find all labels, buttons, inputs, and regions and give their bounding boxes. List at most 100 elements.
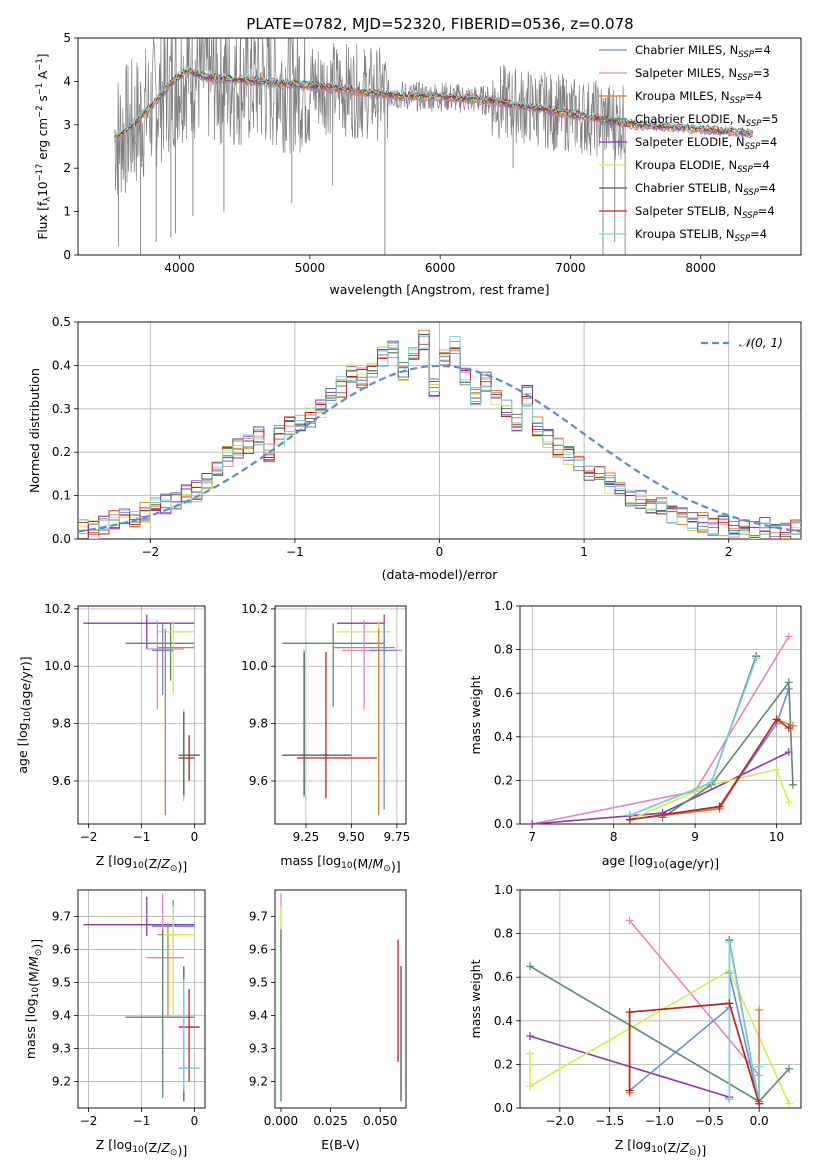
y-label-span: ]: [36, 54, 50, 59]
y-tick-label: 9.4: [249, 1009, 268, 1023]
panel-age-vs-mass: 9.25 9.50 9.75 9.6 9.8 10.0 10.2 mass [log10(M/…: [241, 602, 410, 874]
y-tick-label: 0.3: [52, 402, 71, 416]
label-span: mass [: [23, 1017, 38, 1059]
model-spectrum-line: [114, 66, 754, 137]
label-sub: ⊙: [170, 864, 178, 874]
y-tick-label: 0.2: [494, 1057, 513, 1071]
label-sub: 10: [341, 861, 353, 871]
mass-weight-marker: [528, 820, 537, 828]
x-tick-label: 9: [691, 830, 699, 844]
y-label-span: −17: [35, 164, 45, 182]
mass-weight-marker: [772, 765, 781, 774]
legend-span: Kroupa ELODIE, N: [635, 158, 737, 172]
legend-span: =4: [753, 158, 770, 172]
y-tick-label: 9.4: [52, 1009, 71, 1023]
legend-span: Kroupa STELIB, N: [635, 227, 735, 241]
x-tick-label: 0.0: [750, 1114, 769, 1128]
label-sub: ⊙: [170, 1148, 178, 1158]
legend-sub: SSP: [746, 119, 762, 129]
legend-entry: Salpeter ELODIE, NSSP=4: [635, 135, 777, 152]
panel-spectrum: 4000 5000 6000 7000 8000 0 1 2 3 4 5 Chabrier MILES…: [35, 31, 802, 297]
legend-entry: Kroupa MILES, NSSP=4: [635, 89, 762, 106]
label-span: log: [632, 1137, 651, 1152]
label-span: log: [23, 998, 38, 1017]
label-span: Z: [160, 856, 170, 871]
y-tick-label: 9.5: [52, 975, 71, 989]
label-sub: ⊙: [34, 949, 44, 957]
x-tick-label: −2: [80, 830, 98, 844]
y-tick-label: 9.6: [52, 942, 71, 956]
y-axis-label: Flux [fλ10−17 erg cm−2 s−1 A−1]: [35, 54, 53, 240]
x-tick-label: −1.5: [595, 1114, 624, 1128]
y-tick-label: 0.8: [494, 643, 513, 657]
mass-weight-marker: [755, 1062, 764, 1071]
panel-mass-vs-EBV: 0.000 0.025 0.050 9.2 9.3 9.4 9.5 9.6 9.7 E(B-V): [249, 889, 407, 1152]
y-tick-label: 0.4: [494, 730, 513, 744]
legend-span: =3: [753, 66, 770, 80]
y-tick-label: 10.0: [44, 659, 71, 673]
y-tick-label: 9.8: [52, 717, 71, 731]
x-tick-label: −0.5: [695, 1114, 724, 1128]
y-tick-label: 9.3: [52, 1042, 71, 1056]
y-tick-label: 10.2: [44, 602, 71, 616]
x-axis-label: wavelength [Angstrom, rest frame]: [329, 282, 549, 297]
legend-span: Chabrier MILES, N: [635, 43, 738, 57]
x-tick-label: 9.25: [293, 830, 320, 844]
mass-weight-line: [628, 1002, 760, 1104]
y-tick-label: 0.5: [52, 315, 71, 329]
label-sub: 10: [132, 1145, 144, 1155]
model-spectrum-line: [114, 65, 754, 138]
y-axis-label: mass weight: [468, 675, 483, 754]
y-tick-label: 0.4: [494, 1014, 513, 1028]
y-tick-label: 0.2: [52, 445, 71, 459]
label-span: Z [: [615, 1137, 632, 1152]
y-label-span: erg cm: [36, 118, 50, 164]
mass-weight-line: [629, 718, 790, 821]
mass-weight-marker: [725, 1095, 734, 1104]
legend-span: =5: [761, 112, 778, 126]
mass-weight-line: [629, 768, 790, 821]
mass-weight-marker: [707, 778, 716, 787]
x-tick-label: 0.000: [264, 1114, 298, 1128]
errorbar-plot-area: [83, 893, 200, 1102]
label-sub: 10: [651, 1145, 663, 1155]
y-tick-label: 9.7: [249, 909, 268, 923]
legend-entry: Kroupa STELIB, NSSP=4: [635, 227, 767, 244]
mass-weight-marker: [784, 798, 793, 807]
mass-weight-marker: [525, 1049, 534, 1058]
legend-span: =4: [750, 227, 767, 241]
label-span: Z: [160, 1140, 170, 1155]
mass-weight-line: [628, 919, 760, 1076]
legend-span: Salpeter MILES, N: [635, 66, 737, 80]
histogram-step-line: [78, 335, 801, 539]
errorbar-plot-area: [282, 614, 403, 816]
mass-weight-marker: [755, 1005, 764, 1014]
label-span: (Z/: [144, 856, 162, 871]
panel-residual-histogram: −2 −1 0 1 2 0.0 0.1 0.2 0.3 0.4 0.5 𝒩(0, 1) (data-mo…: [27, 315, 802, 582]
y-tick-label: 9.8: [249, 717, 268, 731]
label-sub: 10: [653, 861, 665, 871]
y-tick-label: 9.7: [52, 909, 71, 923]
axes-frame: [274, 889, 407, 1109]
x-axis-label: mass [log10(M/M⊙)]: [280, 853, 400, 874]
legend-sub: SSP: [743, 188, 759, 198]
panel-massweight-vs-Z: −2.0 −1.5 −1.0 −0.5 0.0 0.0 0.2 0.4 0.6 0.8 1.0 Z […: [468, 883, 802, 1158]
mass-weight-marker: [772, 715, 781, 724]
x-tick-label: −2: [80, 1114, 98, 1128]
x-tick-label: 7: [528, 830, 536, 844]
x-axis-label: age [log10(age/yr)]: [602, 853, 719, 871]
label-span: age [: [602, 853, 634, 868]
y-tick-label: 0.8: [494, 927, 513, 941]
label-span: )]: [177, 859, 187, 874]
label-span: log: [634, 853, 653, 868]
label-span: log: [15, 722, 30, 741]
label-span: (age/yr)]: [18, 656, 33, 711]
y-tick-label: 4: [63, 74, 71, 88]
axes-frame: [519, 605, 802, 825]
legend-sub: SSP: [738, 50, 754, 60]
histogram-plot-area: [78, 329, 801, 539]
y-tick-label: 0.0: [52, 532, 71, 546]
y-tick-label: 9.3: [249, 1042, 268, 1056]
y-tick-label: 0.1: [52, 489, 71, 503]
label-span: (Z/: [663, 1140, 681, 1155]
